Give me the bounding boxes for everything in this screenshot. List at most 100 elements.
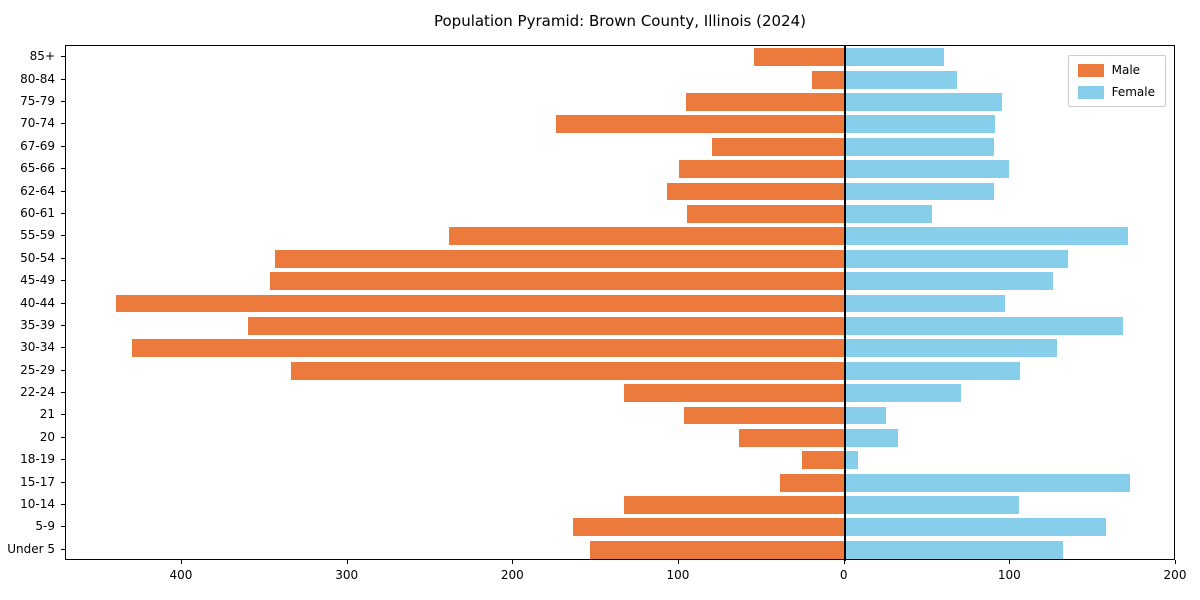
- legend-label-male: Male: [1111, 63, 1141, 77]
- y-tick-mark: [61, 548, 65, 550]
- male-bar-30-34: [132, 339, 845, 358]
- female-bar-21: [844, 406, 887, 425]
- y-tick-mark: [61, 481, 65, 483]
- male-bar-10-14: [624, 496, 845, 514]
- female-bar-75-79: [844, 93, 1003, 111]
- y-tick-label-75-79: 75-79: [20, 93, 55, 108]
- x-tick-label-300: 300: [335, 568, 359, 582]
- x-tick-label-0: 0: [839, 568, 848, 582]
- y-tick-label-62-64: 62-64: [20, 183, 55, 198]
- male-bar-75-79: [685, 93, 845, 111]
- male-bar-22-24: [624, 384, 845, 402]
- male-bar-80-84: [811, 70, 845, 89]
- y-tick-mark: [61, 78, 65, 80]
- y-tick-mark: [61, 168, 65, 170]
- female-bar-20: [844, 428, 898, 447]
- x-tick-label-100: 100: [997, 568, 1021, 582]
- x-tick-mark: [180, 560, 182, 564]
- y-tick-mark: [61, 459, 65, 461]
- y-tick-mark: [61, 347, 65, 349]
- female-bar-22-24: [844, 384, 961, 402]
- female-bar-45-49: [844, 272, 1054, 291]
- y-tick-label-60-61: 60-61: [20, 205, 55, 220]
- male-bar-67-69: [712, 137, 845, 156]
- female-bar-80-84: [844, 70, 958, 89]
- female-bar-30-34: [844, 339, 1057, 358]
- female-bar-Under 5: [844, 540, 1064, 559]
- female-bar-85+: [844, 48, 945, 67]
- y-tick-label-20: 20: [39, 429, 55, 444]
- y-tick-label-67-69: 67-69: [20, 138, 55, 153]
- legend: Male Female: [1067, 55, 1166, 107]
- y-tick-mark: [61, 280, 65, 282]
- female-bar-62-64: [844, 182, 994, 201]
- female-bar-25-29: [844, 361, 1021, 380]
- y-tick-label-21: 21: [39, 407, 55, 422]
- female-color-swatch: [1077, 85, 1104, 99]
- y-tick-mark: [61, 190, 65, 192]
- female-bar-60-61: [844, 204, 933, 223]
- male-bar-Under 5: [589, 540, 845, 559]
- female-bar-15-17: [844, 473, 1130, 492]
- x-tick-mark: [1175, 560, 1176, 564]
- male-bar-70-74: [556, 115, 845, 134]
- male-bar-40-44: [115, 294, 845, 313]
- x-tick-label-400: 400: [169, 568, 193, 582]
- y-tick-label-65-66: 65-66: [20, 161, 55, 176]
- y-tick-mark: [61, 392, 65, 394]
- female-bar-10-14: [844, 496, 1019, 514]
- male-bar-65-66: [678, 160, 845, 179]
- female-bar-18-19: [844, 451, 858, 470]
- x-tick-mark: [843, 560, 845, 564]
- y-tick-mark: [61, 436, 65, 438]
- x-tick-mark: [346, 560, 348, 564]
- x-tick-mark: [677, 560, 679, 564]
- x-tick-mark: [512, 560, 514, 564]
- male-color-swatch: [1077, 63, 1104, 77]
- male-bar-5-9: [572, 518, 845, 537]
- y-tick-mark: [61, 100, 65, 102]
- y-tick-mark: [61, 526, 65, 528]
- male-bar-35-39: [248, 316, 845, 335]
- y-tick-label-5-9: 5-9: [35, 519, 55, 534]
- y-tick-label-70-74: 70-74: [20, 116, 55, 131]
- female-bar-35-39: [844, 316, 1123, 335]
- male-bar-20: [738, 428, 845, 447]
- female-bar-70-74: [844, 115, 996, 134]
- male-bar-60-61: [687, 204, 845, 223]
- male-bar-15-17: [780, 473, 845, 492]
- y-tick-mark: [61, 212, 65, 214]
- female-bar-65-66: [844, 160, 1009, 179]
- male-bar-62-64: [667, 182, 845, 201]
- male-bar-85+: [753, 48, 845, 67]
- male-bar-45-49: [269, 272, 845, 291]
- x-tick-mark: [1009, 560, 1011, 564]
- male-bar-55-59: [448, 227, 845, 246]
- male-bar-50-54: [274, 249, 845, 268]
- female-bar-5-9: [844, 518, 1107, 537]
- y-tick-mark: [61, 504, 65, 506]
- y-tick-label-22-24: 22-24: [20, 385, 55, 400]
- x-tick-label-200: 200: [1163, 568, 1187, 582]
- y-tick-label-18-19: 18-19: [20, 452, 55, 467]
- legend-entry-male: Male: [1077, 63, 1155, 77]
- y-tick-label-80-84: 80-84: [20, 71, 55, 86]
- y-tick-label-35-39: 35-39: [20, 317, 55, 332]
- female-bar-40-44: [844, 294, 1006, 313]
- y-tick-mark: [61, 324, 65, 326]
- zero-axis-line: [843, 46, 846, 561]
- y-tick-label-25-29: 25-29: [20, 362, 55, 377]
- legend-label-female: Female: [1111, 85, 1155, 99]
- male-bar-18-19: [801, 451, 845, 470]
- plot-area: Male Female: [65, 45, 1175, 561]
- y-tick-mark: [61, 145, 65, 147]
- y-tick-label-30-34: 30-34: [20, 340, 55, 355]
- y-tick-mark: [61, 369, 65, 371]
- y-tick-mark: [61, 123, 65, 125]
- y-tick-mark: [61, 235, 65, 237]
- y-tick-label-85+: 85+: [29, 49, 55, 64]
- male-bar-21: [683, 406, 845, 425]
- x-tick-label-100: 100: [666, 568, 690, 582]
- y-tick-label-40-44: 40-44: [20, 295, 55, 310]
